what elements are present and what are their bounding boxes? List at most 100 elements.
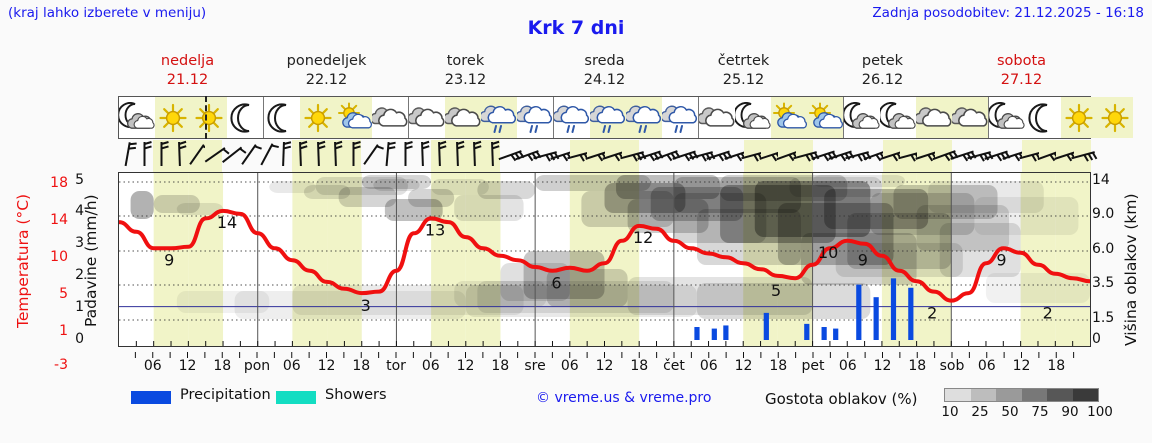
sun-cloud-icon [336,97,372,138]
x-tick-label: 06 [143,358,162,374]
precipitation-tick: 3 [75,235,84,251]
x-tick-label: 12 [595,358,614,374]
cloud-icon [445,97,481,138]
day-name: nedelja [160,53,215,69]
meteogram-svg: 9 14 3 13 6 12 5 10 2 9 2 9 [119,173,1090,346]
day-name: sreda [584,53,625,69]
precipitation-axis-title: Padavine (mm/h) [82,194,100,328]
cloud-density-scale [944,388,1099,402]
cloud-density-tick: 90 [1061,404,1079,420]
wind-barb [326,140,344,172]
x-tick-label: 12 [873,358,892,374]
page-title: Krk 7 dni [527,17,625,39]
wind-barb [532,140,560,172]
wind-barb [482,140,501,172]
cloud-height-tick: 14 [1092,172,1110,188]
day-header-2: torek 23.12 [396,52,535,92]
day-date: 25.12 [722,72,765,88]
cloud-height-tick: 1.5 [1092,310,1115,326]
sun-icon [1061,97,1097,138]
x-tick-label: 06 [838,358,857,374]
x-tick-label: čet [663,358,685,374]
wind-barb [240,140,263,172]
current-time-marker [204,96,207,139]
wind-barb [221,140,247,172]
day-header-5: petek 26.12 [813,52,952,92]
wind-barb [309,140,327,172]
svg-text:9: 9 [996,250,1006,269]
cloud-height-axis-title: Višina oblakov (km) [1122,193,1140,347]
x-tick-label: 06 [421,358,440,374]
moon-cloud-icon [880,97,916,138]
icon-day-4 [699,97,844,138]
svg-text:2: 2 [1043,304,1053,323]
wind-barb-strip [118,140,1098,172]
cloud-density-swatch-0 [945,389,971,401]
day-date: 21.12 [166,72,209,88]
wind-barb [793,140,820,172]
last-update-text: Zadnja posodobitev: 21.12.2025 - 16:18 [872,5,1144,21]
x-tick-label: 06 [560,358,579,374]
cloud-icon [699,97,735,138]
showers-legend-swatch [276,391,316,404]
meteogram-plot: 9 14 3 13 6 12 5 10 2 9 2 9 [118,172,1091,347]
wind-barb [274,140,292,172]
x-tick-label: pon [243,358,271,374]
icon-day-6 [989,97,1133,138]
day-date: 26.12 [861,72,904,88]
icon-day-3 [554,97,699,138]
moon-icon [264,97,300,138]
cloud-density-swatch-3 [1021,389,1047,401]
x-tick-label: 12 [317,358,336,374]
svg-text:9: 9 [164,250,174,269]
moon-cloud-icon [735,97,771,138]
day-name: petek [861,53,904,69]
cloud-density-scale-labels: 10 25 50 75 90 100 [936,404,1112,422]
cloud-density-swatch-2 [996,389,1022,401]
day-name: torek [446,53,485,69]
x-tick-label: 12 [456,358,475,374]
moon-cloud-icon [844,97,880,138]
moon-icon [1025,97,1061,138]
wind-barb [135,140,152,172]
x-tick-label: 18 [1047,358,1066,374]
cloud-height-tick: 9.0 [1092,206,1115,222]
menu-hint-text: (kraj lahko izberete v meniju) [8,5,207,21]
cloud-density-label: Gostota oblakov (%) [765,390,918,408]
cloud-rain-icon [662,97,698,138]
x-tick-label: 12 [1012,358,1031,374]
wind-barb [654,140,681,172]
wind-barb [845,140,872,172]
copyright-text[interactable]: © vreme.us & vreme.pro [536,390,712,406]
wind-barb [413,140,430,172]
wind-barb [204,140,230,172]
temperature-tick: -3 [54,357,68,373]
svg-text:9: 9 [858,250,868,269]
temperature-tick: 1 [59,323,68,339]
x-tick-label: 18 [630,358,649,374]
x-tick-label: pet [801,358,825,374]
cloud-icon [952,97,988,138]
sun-icon [300,97,336,138]
cloud-height-axis-ticks: 14 9.0 6.0 3.5 1.5 0 [1092,165,1124,365]
wind-barb [170,140,188,172]
icon-day-2 [409,97,554,138]
precipitation-tick: 5 [75,172,84,188]
x-tick-label: sre [524,358,546,374]
cloud-density-tick: 25 [971,404,989,420]
precipitation-tick: 4 [75,203,84,219]
x-tick-label: tor [386,358,406,374]
svg-text:12: 12 [633,228,653,247]
x-tick-label: 18 [213,358,232,374]
icon-day-5 [844,97,989,138]
cloud-density-tick: 75 [1031,404,1049,420]
temperature-tick: 18 [50,175,68,191]
day-name: četrtek [717,53,770,69]
svg-text:13: 13 [425,220,445,239]
x-tick-label: 12 [178,358,197,374]
cloud-rain-icon [626,97,662,138]
sun-cloud-icon [807,97,843,138]
day-header-4: četrtek 25.12 [674,52,813,92]
x-axis-tick-marks [118,347,1091,358]
